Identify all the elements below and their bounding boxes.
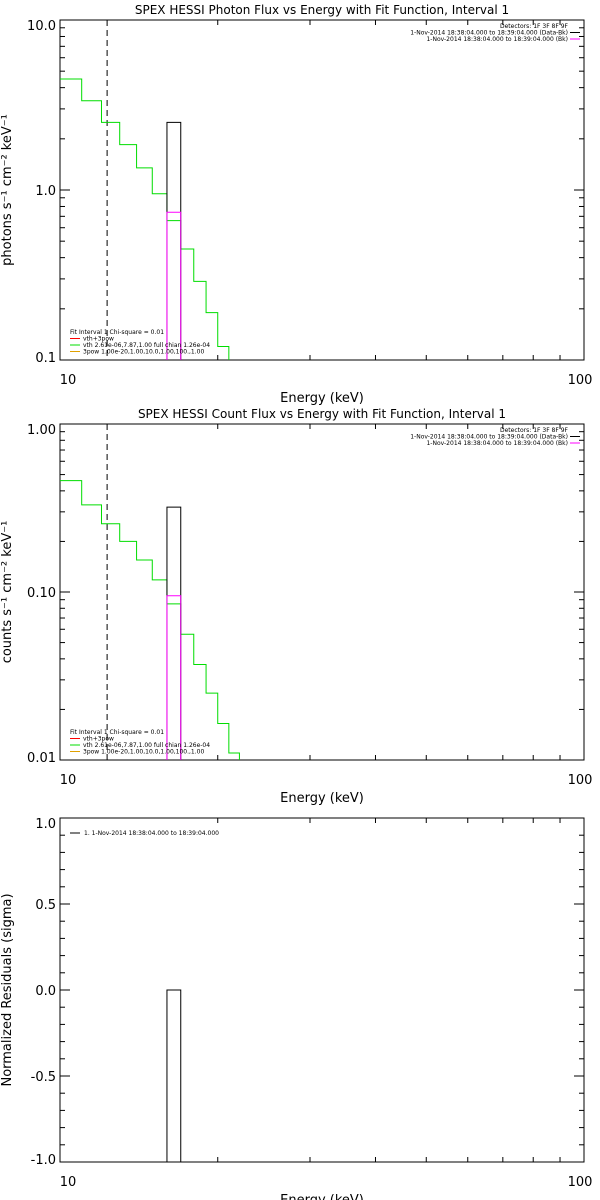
x-axis-label: Energy (keV) (280, 391, 364, 406)
chart-panel-2: SPEX HESSI Count Flux vs Energy with Fit… (0, 407, 592, 806)
fit-legend-line: vth+3pow (83, 736, 114, 743)
fit-legend-line: 3pow 1.00e-20,1.00,10.0,1.00,100.,1.00 (83, 749, 204, 756)
plot-frame (59, 19, 585, 361)
y-tick-label: -1.0 (31, 1153, 56, 1168)
x-tick-label: 100 (568, 373, 593, 388)
plot-frame (59, 423, 585, 761)
y-tick-label: 0.5 (35, 898, 56, 913)
series-bk (166, 211, 182, 360)
fit-legend-line: vth+3pow (83, 336, 114, 343)
series-data-bk (166, 506, 182, 760)
y-tick-label: 0.01 (27, 751, 56, 766)
fit-legend-line: Fit Interval 1 Chi-square = 0.01 (70, 329, 164, 336)
fit-legend-line: vth 2.61e-06,7.87,1.00 full chian 1.26e-… (83, 742, 210, 749)
y-axis-label: Normalized Residuals (sigma) (0, 893, 15, 1086)
residual-legend-line: 1. 1-Nov-2014 18:38:04.000 to 18:39:04.0… (84, 830, 219, 837)
legend-line: 1-Nov-2014 18:38:04.000 to 18:39:04.000 … (426, 440, 568, 447)
legend-line: Detectors: 1F 3F 8F 9F (500, 23, 569, 30)
plot-area (60, 424, 240, 760)
y-axis-label: photons s⁻¹ cm⁻² keV⁻¹ (0, 114, 15, 266)
y-tick-label: 0.10 (27, 586, 56, 601)
chart-panel-1: SPEX HESSI Photon Flux vs Energy with Fi… (0, 3, 592, 406)
legend-line: 1-Nov-2014 18:38:04.000 to 18:39:04.000 … (426, 36, 568, 43)
y-tick-label: 1.0 (35, 817, 56, 832)
fit-legend-line: Fit Interval 1 Chi-square = 0.01 (70, 729, 164, 736)
fit-legend-line: 3pow 1.00e-20,1.00,10.0,1.00,100.,1.00 (83, 349, 204, 356)
x-axis-label: Energy (keV) (280, 791, 364, 806)
series-vth (60, 480, 240, 760)
plot-area (60, 20, 230, 360)
x-axis-label: Energy (keV) (280, 1193, 364, 1200)
y-tick-label: -0.5 (31, 1070, 56, 1085)
fit-legend-line: vth 2.61e-06,7.87,1.00 full chian 1.26e-… (83, 342, 210, 349)
series-bk (166, 595, 182, 760)
chart-panel-3: 10 100 -1.0 -0.5 0.0 0.5 1.0 Energy (keV) Normal… (0, 817, 592, 1200)
x-tick-label: 10 (60, 773, 77, 788)
y-tick-label: 0.1 (35, 351, 56, 366)
series-data-bk (166, 121, 182, 360)
legend-line: 1-Nov-2014 18:38:04.000 to 18:39:04.000 … (410, 434, 568, 441)
y-tick-label: 1.00 (27, 423, 56, 438)
series-residual (166, 989, 182, 1162)
x-tick-label: 100 (568, 773, 593, 788)
chart-title: SPEX HESSI Count Flux vs Energy with Fit… (138, 407, 506, 421)
x-tick-label: 10 (60, 1175, 77, 1190)
plot-frame (59, 817, 585, 1163)
legend-line: Detectors: 1F 3F 8F 9F (500, 427, 569, 434)
x-tick-label: 10 (60, 373, 77, 388)
y-tick-label: 10.0 (27, 19, 56, 34)
y-tick-label: 1.0 (35, 184, 56, 199)
y-axis-label: counts s⁻¹ cm⁻² keV⁻¹ (0, 521, 15, 664)
plot-area (166, 989, 182, 1162)
x-tick-label: 100 (568, 1175, 593, 1190)
y-tick-label: 0.0 (35, 984, 56, 999)
legend-line: 1-Nov-2014 18:38:04.000 to 18:39:04.000 … (410, 30, 568, 37)
chart-title: SPEX HESSI Photon Flux vs Energy with Fi… (135, 3, 509, 17)
